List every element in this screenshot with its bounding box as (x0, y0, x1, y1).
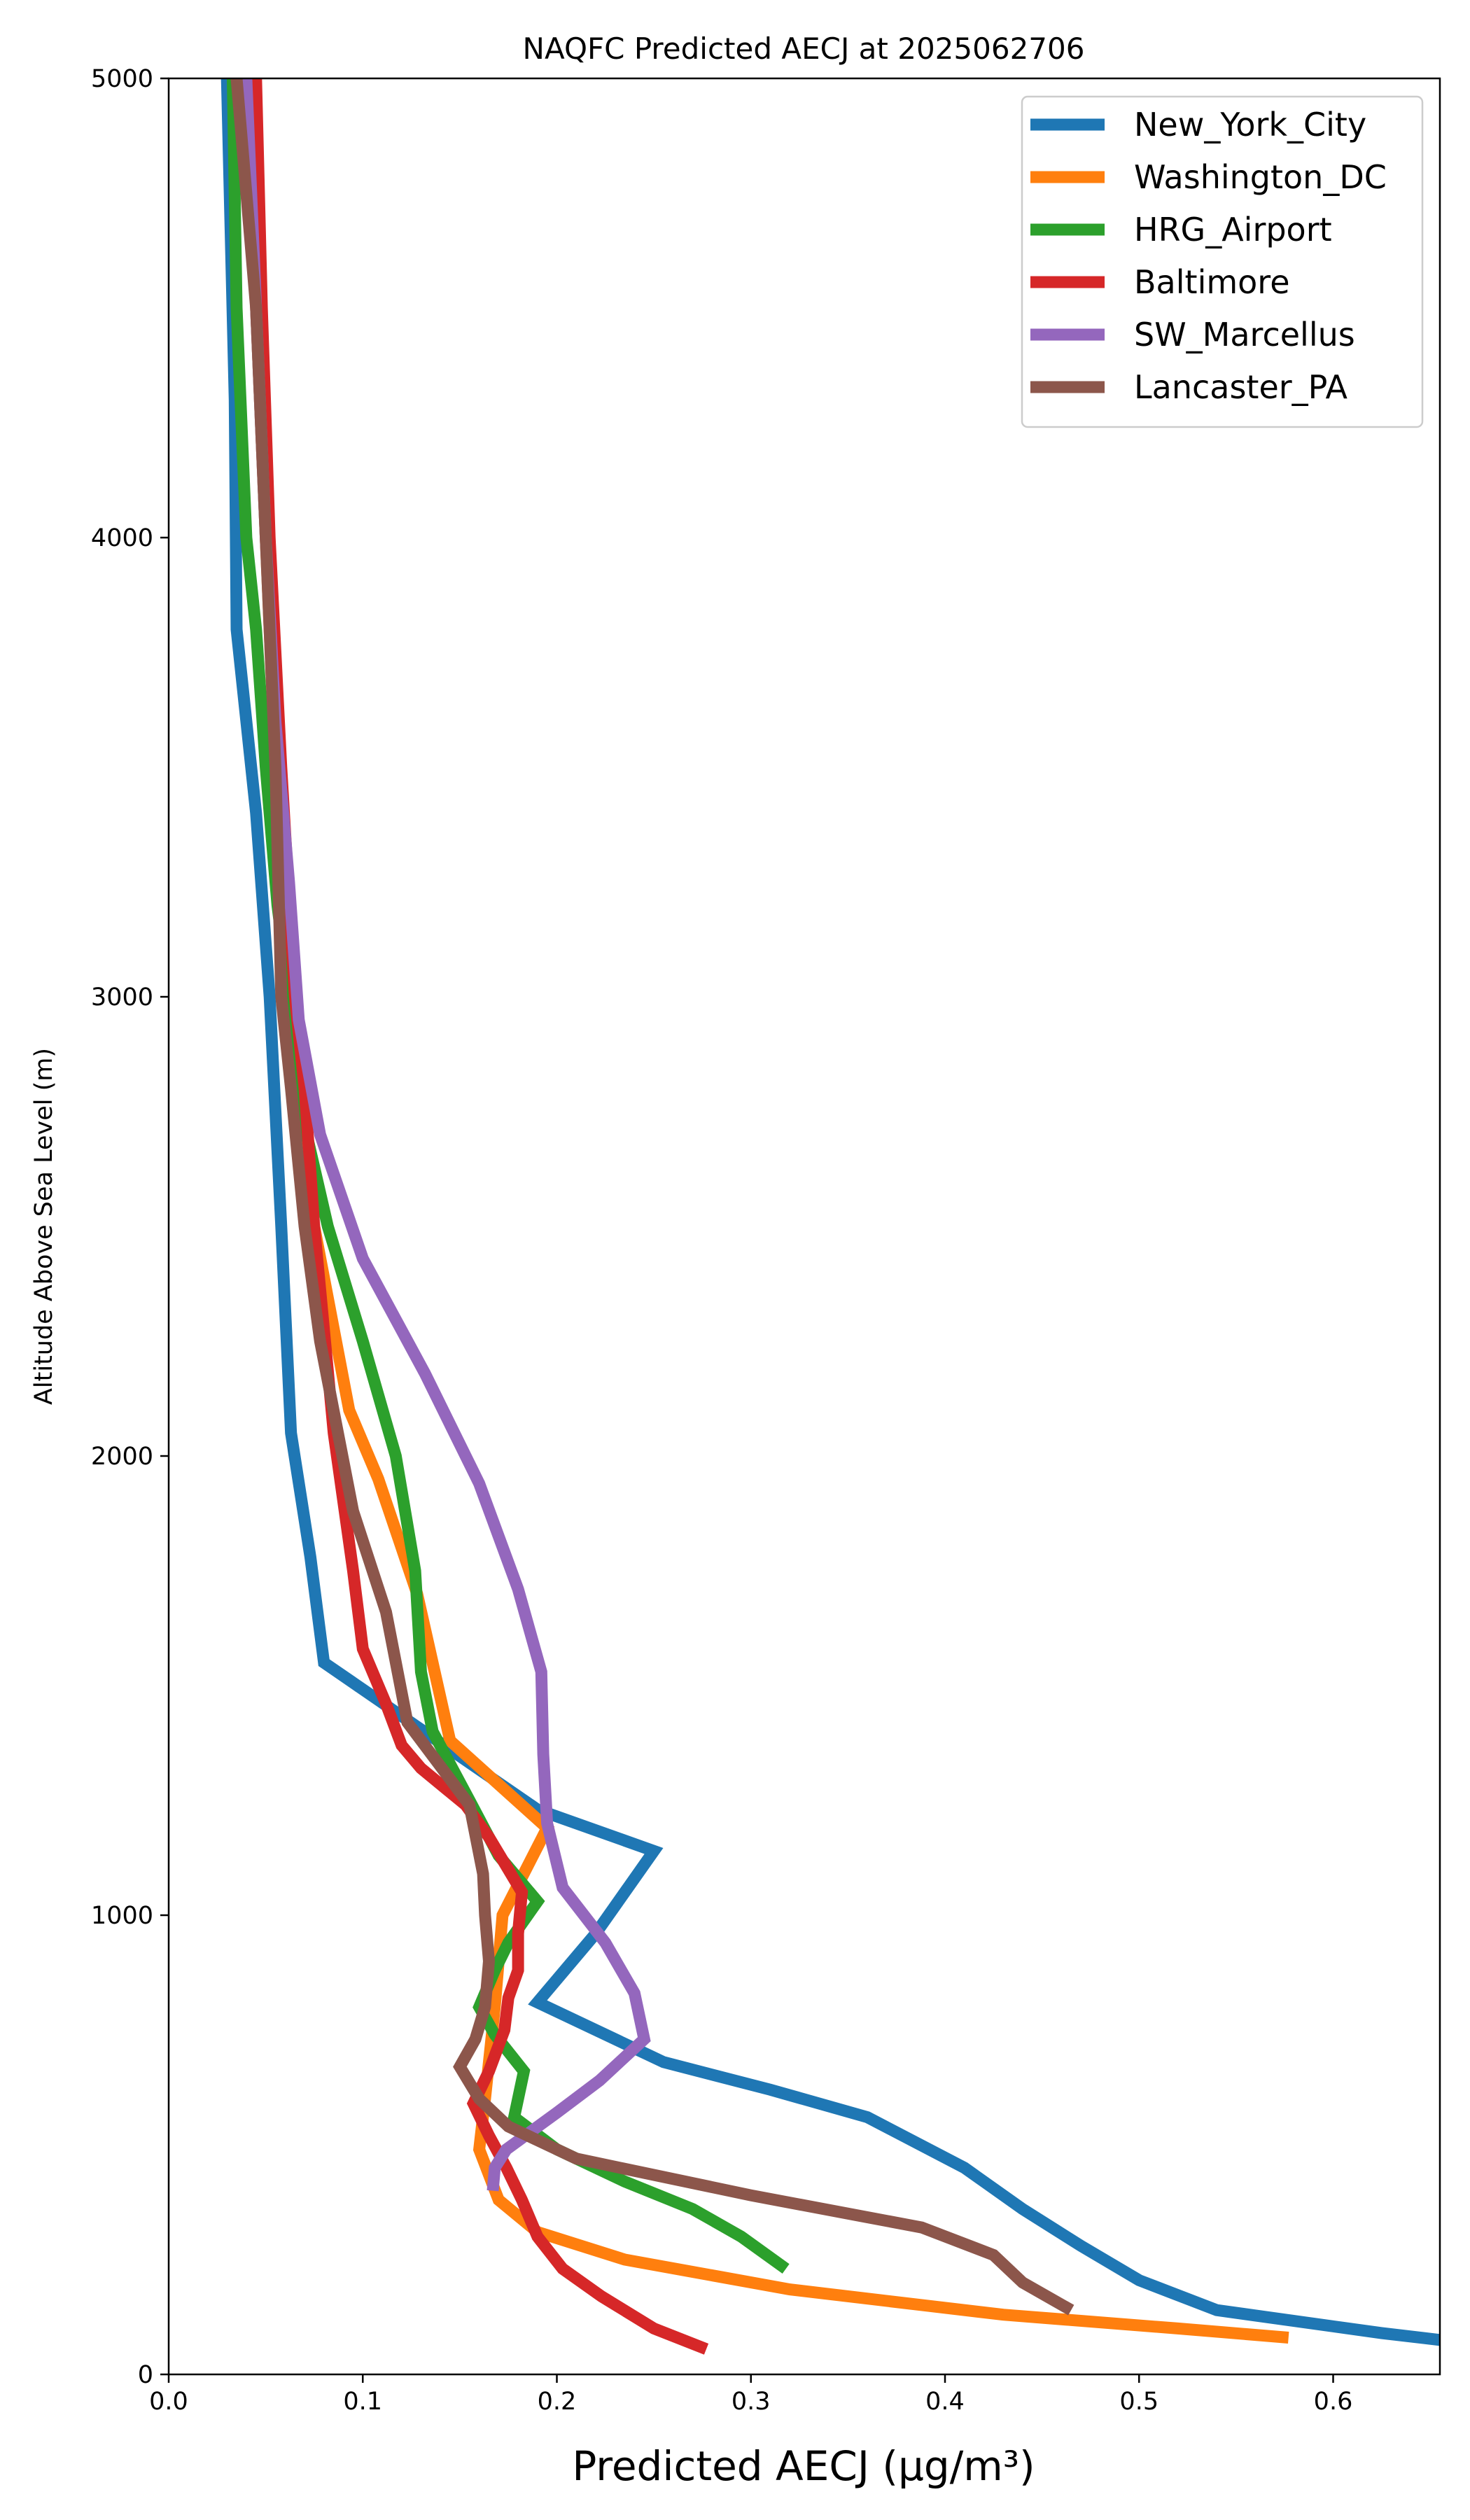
legend: New_York_City Washington_DC HRG_Airport Bal… (1021, 95, 1424, 428)
y-tick-label: 0 (138, 2361, 153, 2389)
series-line-lancaster-pa (230, 78, 1074, 2316)
y-tick-label: 1000 (91, 1902, 153, 1930)
y-tick-label: 5000 (91, 65, 153, 93)
legend-label: SW_Marcellus (1134, 316, 1355, 354)
y-tick-label: 4000 (91, 524, 153, 552)
legend-label: Lancaster_PA (1134, 368, 1348, 406)
x-tick-label: 0.0 (149, 2388, 188, 2416)
legend-label: Washington_DC (1134, 158, 1387, 196)
x-tick-label: 0.6 (1314, 2388, 1353, 2416)
y-axis-label: Altitude Above Sea Level (m) (30, 1048, 58, 1405)
y-tick-label: 3000 (91, 983, 153, 1011)
axis-layer: 0.0 0.1 0.2 0.3 0.4 0.5 0.6 0 1000 2000 3000 4000 50… (91, 65, 1352, 2416)
legend-frame (1021, 95, 1424, 428)
y-tick-label: 2000 (91, 1443, 153, 1471)
x-tick-label: 0.5 (1119, 2388, 1158, 2416)
legend-label: HRG_Airport (1134, 211, 1332, 248)
x-tick-label: 0.3 (732, 2388, 771, 2416)
plot-frame (167, 77, 1441, 2376)
x-tick-label: 0.1 (343, 2388, 382, 2416)
series-line-sw-marcellus (240, 78, 651, 2192)
legend-label: Baltimore (1134, 263, 1290, 301)
x-tick-label: 0.4 (925, 2388, 965, 2416)
x-axis-label: Predicted AECJ (μg/m³) (572, 2442, 1035, 2490)
legend-label: New_York_City (1134, 106, 1366, 144)
series-layer (220, 78, 1440, 2355)
chart-title: NAQFC Predicted AECJ at 2025062706 (523, 31, 1085, 66)
x-tick-label: 0.2 (538, 2388, 577, 2416)
